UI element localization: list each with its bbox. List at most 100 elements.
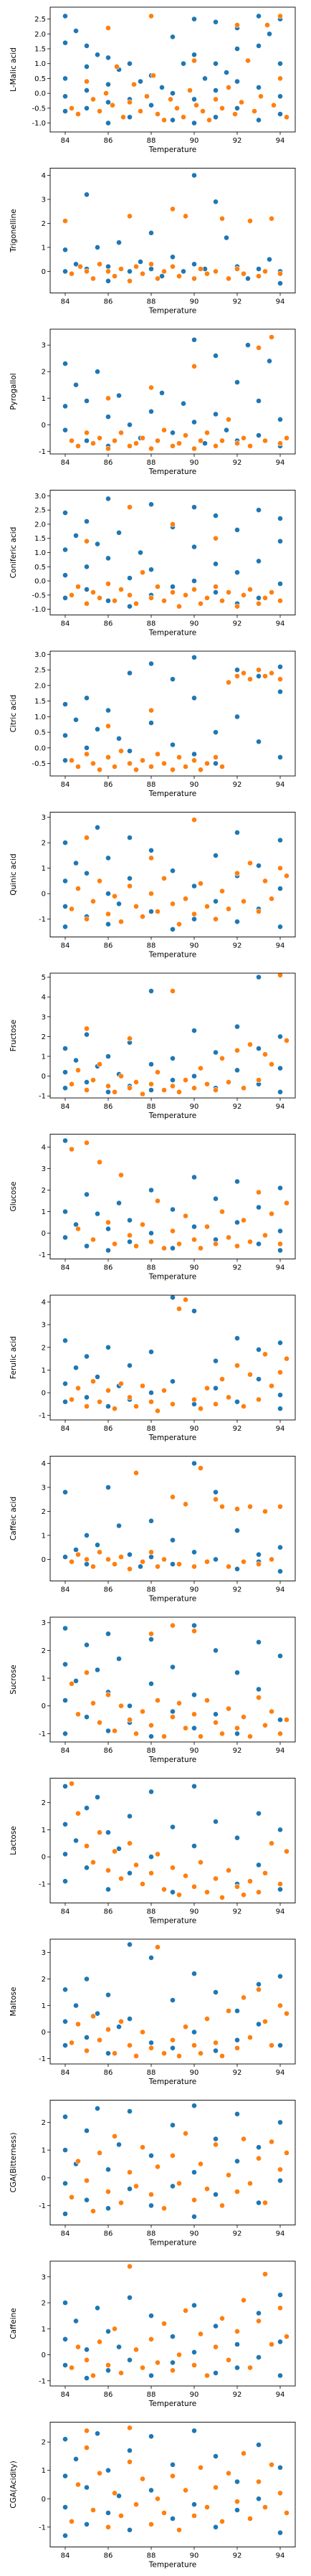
data-point [170,1537,176,1543]
y-tick-label: 1 [42,2467,46,2475]
data-point [155,111,161,117]
data-point [213,1241,219,1247]
data-point [148,891,154,896]
x-tick-label: 90 [190,620,199,628]
data-point [148,229,154,236]
data-point [245,57,251,64]
x-tick-label: 86 [104,942,113,950]
data-point [148,1239,154,1245]
y-tick-label: 4 [42,172,46,180]
data-point [133,2052,139,2059]
data-point [176,754,182,760]
data-point [90,275,96,282]
y-tick-label: 0 [42,1556,46,1564]
x-tick-label: 86 [104,137,113,145]
data-point [277,688,283,695]
data-point [191,1396,197,1403]
data-point [247,2035,253,2040]
y-tick-label: 1 [42,1827,46,1834]
data-point [73,261,79,267]
data-point [133,1730,139,1737]
data-point [234,1067,240,1074]
x-tick-label: 92 [233,1425,242,1433]
data-point [234,1363,240,1368]
y-tick-label: 3 [42,342,46,350]
x-tick-label: 88 [147,1264,156,1272]
data-point [234,2158,240,2164]
x-tick-label: 88 [147,2552,156,2560]
data-point [198,2161,204,2167]
y-tick-label: 3 [42,1949,46,1957]
data-point [191,2349,197,2355]
y-tick-label: 1 [42,2147,46,2155]
data-point [133,1862,139,1868]
data-point [97,595,102,601]
data-point [62,1137,68,1144]
data-point [262,1232,268,1239]
x-axis-label: Temperature [148,1756,197,1764]
data-point [262,1722,268,1728]
y-tick-label: 1 [42,1367,46,1375]
y-tick-label: 1 [42,1208,46,1216]
axes-frame [49,2422,296,2547]
data-point [191,1725,197,1731]
data-point [127,2294,133,2301]
data-point [90,440,96,447]
x-tick-label: 90 [190,1103,199,1111]
data-point [159,390,165,396]
data-point [213,1989,219,1995]
x-tick-label: 84 [61,1747,70,1755]
data-point [256,673,262,679]
data-point [191,578,197,584]
data-point [277,597,283,604]
x-tick-label: 94 [276,2230,285,2238]
data-point [105,2026,111,2032]
data-point [256,1889,262,1895]
data-point [256,2496,262,2502]
x-tick-label: 90 [190,781,199,789]
data-point [198,1406,204,1412]
data-point [97,1829,102,1836]
axes-frame [49,1294,296,1421]
data-point [262,1051,268,1058]
data-point [159,85,165,90]
x-tick-label: 86 [104,1425,113,1433]
data-point [191,1085,197,1092]
data-point [234,714,240,720]
data-point [174,105,180,111]
data-point [75,2344,81,2350]
y-tick-label: 0 [42,268,46,276]
y-tick-label: 1 [42,2326,46,2334]
data-point [262,437,268,444]
data-point [84,43,90,49]
data-point [170,2516,176,2521]
data-point [213,589,219,595]
data-point [161,1087,167,1093]
data-point [118,2199,124,2206]
data-point [95,1374,100,1380]
data-point [112,437,118,444]
data-point [84,587,90,592]
subplot: 84 86 88 90 92 94 -1 0 1 2 Temperature CGA(Acidity) [9,2422,296,2570]
x-axis-label: Temperature [148,146,197,154]
x-axis-label: Temperature [148,2561,197,2570]
y-axis-label: L-Malic acid [9,47,18,92]
x-tick-label: 88 [147,298,156,306]
data-point [202,440,208,447]
data-point [277,2305,283,2311]
data-point [84,64,90,70]
data-point [148,595,154,601]
data-point [148,2521,154,2527]
data-point [105,597,111,604]
data-point [183,1725,188,1731]
data-point [118,919,124,925]
data-point [256,1204,262,1211]
data-point [116,240,122,246]
x-tick-label: 92 [233,620,242,628]
data-point [62,1234,68,1241]
data-point [234,919,240,925]
data-point [84,268,90,275]
subplot: 84 86 88 90 92 94 0 1 2 3 4 Temperature Caffeic acid [9,1456,296,1604]
data-point [155,437,161,444]
x-tick-label: 94 [276,1747,285,1755]
